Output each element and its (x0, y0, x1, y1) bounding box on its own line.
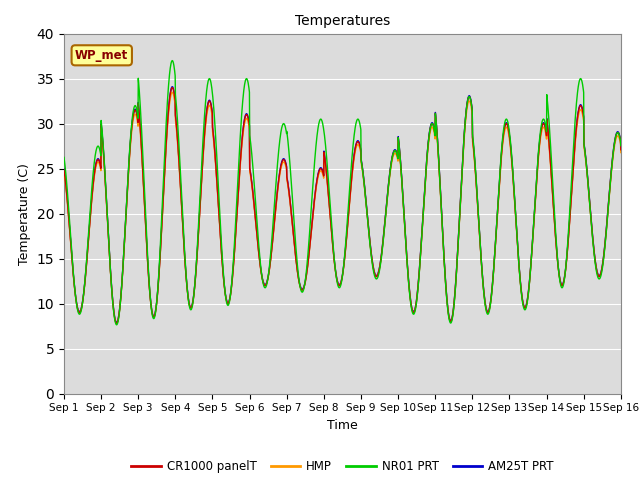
NR01 PRT (113, 322, 120, 328)
NR01 PRT (584, 175, 591, 180)
Line: AM25T PRT: AM25T PRT (64, 87, 621, 323)
CR1000 panelT (371, 272, 379, 278)
NR01 PRT (617, 143, 625, 149)
HMP (584, 176, 591, 182)
Line: NR01 PRT: NR01 PRT (64, 60, 621, 325)
HMP (359, 171, 367, 177)
Text: WP_met: WP_met (75, 49, 129, 62)
AM25T PRT (60, 166, 68, 172)
HMP (371, 272, 379, 278)
Line: CR1000 panelT: CR1000 panelT (64, 88, 621, 324)
CR1000 panelT (113, 321, 120, 326)
NR01 PRT (60, 155, 68, 160)
AM25T PRT (113, 320, 120, 325)
HMP (216, 225, 223, 231)
CR1000 panelT (60, 167, 68, 173)
AM25T PRT (584, 173, 591, 179)
NR01 PRT (168, 58, 176, 63)
CR1000 panelT (168, 85, 176, 91)
NR01 PRT (568, 167, 576, 173)
AM25T PRT (617, 146, 625, 152)
X-axis label: Time: Time (327, 419, 358, 432)
AM25T PRT (371, 271, 379, 277)
NR01 PRT (505, 123, 513, 129)
HMP (505, 131, 513, 137)
NR01 PRT (216, 210, 223, 216)
Y-axis label: Temperature (C): Temperature (C) (18, 163, 31, 264)
HMP (568, 184, 576, 190)
CR1000 panelT (359, 169, 367, 175)
HMP (113, 321, 120, 326)
AM25T PRT (359, 168, 367, 174)
CR1000 panelT (568, 181, 576, 187)
Legend: CR1000 panelT, HMP, NR01 PRT, AM25T PRT: CR1000 panelT, HMP, NR01 PRT, AM25T PRT (127, 455, 558, 478)
CR1000 panelT (584, 174, 591, 180)
HMP (168, 89, 176, 95)
AM25T PRT (168, 84, 176, 90)
HMP (60, 169, 68, 175)
CR1000 panelT (617, 147, 625, 153)
NR01 PRT (359, 169, 367, 175)
AM25T PRT (505, 127, 513, 132)
CR1000 panelT (505, 128, 513, 133)
AM25T PRT (568, 180, 576, 186)
Line: HMP: HMP (64, 92, 621, 324)
AM25T PRT (216, 223, 223, 228)
NR01 PRT (371, 274, 379, 280)
CR1000 panelT (216, 224, 223, 229)
HMP (617, 150, 625, 156)
Title: Temperatures: Temperatures (295, 14, 390, 28)
